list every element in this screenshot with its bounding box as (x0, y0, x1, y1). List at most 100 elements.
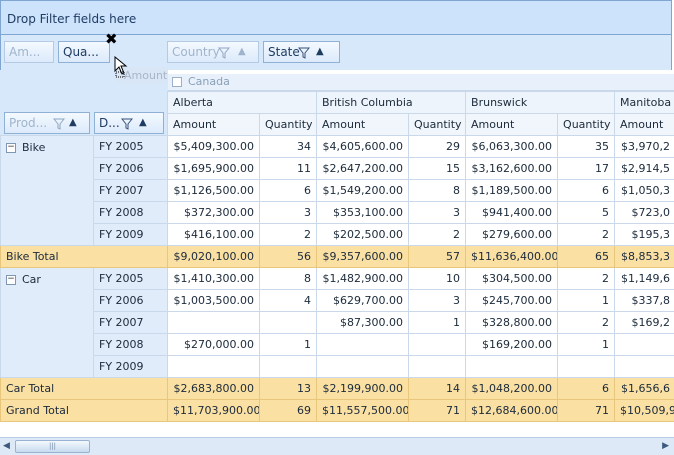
quantity-cell[interactable]: 29 (408, 135, 467, 158)
year-row-header[interactable]: FY 2006 (93, 289, 168, 312)
year-row-header[interactable]: FY 2005 (93, 135, 168, 158)
quantity-cell[interactable]: 69 (258, 399, 318, 422)
quantity-cell[interactable]: 1 (408, 311, 467, 334)
filter-icon[interactable] (52, 113, 66, 133)
scrollbar-thumb[interactable]: ||| (15, 440, 90, 453)
sort-ascending-icon[interactable]: ▲ (316, 46, 324, 57)
quantity-cell[interactable]: 6 (557, 377, 616, 400)
amount-cell[interactable]: $723,0 (614, 201, 674, 224)
quantity-cell[interactable]: 8 (258, 267, 318, 290)
year-row-header[interactable]: FY 2007 (93, 311, 168, 334)
quantity-cell[interactable]: 3 (258, 201, 318, 224)
quantity-cell[interactable]: 2 (557, 267, 616, 290)
year-row-header[interactable]: FY 2005 (93, 267, 168, 290)
region-header-alberta[interactable]: Alberta (166, 91, 318, 114)
amount-cell[interactable]: $416,100.00 (167, 223, 260, 246)
year-row-header[interactable]: FY 2009 (93, 355, 168, 378)
product-row-header[interactable]: − Bike (0, 135, 94, 246)
quantity-cell[interactable]: 8 (408, 179, 467, 202)
amount-cell[interactable]: $372,300.00 (167, 201, 260, 224)
amount-cell[interactable]: $9,020,100.00 (167, 245, 260, 268)
sort-ascending-icon[interactable]: ▲ (139, 117, 147, 128)
amount-cell[interactable]: $3,162,600.00 (465, 157, 559, 180)
scroll-right-icon[interactable]: ▶ (662, 441, 669, 451)
amount-cell[interactable]: $1,189,500.00 (465, 179, 559, 202)
quantity-cell[interactable] (258, 355, 318, 378)
year-row-header[interactable]: FY 2008 (93, 333, 168, 356)
quantity-cell[interactable]: 65 (557, 245, 616, 268)
sort-ascending-icon[interactable]: ▲ (69, 117, 77, 128)
date-field-button[interactable]: D... ▲ (94, 112, 164, 134)
amount-cell[interactable]: $941,400.00 (465, 201, 559, 224)
amount-cell[interactable]: $2,199,900.00 (316, 377, 410, 400)
amount-cell[interactable]: $1,695,900.00 (167, 157, 260, 180)
amount-cell[interactable]: $8,853,3 (614, 245, 674, 268)
amount-cell[interactable]: $2,647,200.00 (316, 157, 410, 180)
quantity-cell[interactable]: 6 (557, 179, 616, 202)
amount-cell[interactable]: $1,149,6 (614, 267, 674, 290)
region-header-british-columbia[interactable]: British Columbia (316, 91, 467, 114)
year-row-header[interactable]: FY 2007 (93, 179, 168, 202)
amount-cell[interactable]: $270,000.00 (167, 333, 260, 356)
amount-cell[interactable]: $10,509,9 (614, 399, 674, 422)
sort-ascending-icon[interactable]: ▲ (238, 46, 246, 57)
amount-cell[interactable]: $304,500.00 (465, 267, 559, 290)
quantity-cell[interactable]: 10 (408, 267, 467, 290)
quantity-cell[interactable] (408, 333, 467, 356)
quantity-cell[interactable]: 14 (408, 377, 467, 400)
amount-cell[interactable]: $4,605,600.00 (316, 135, 410, 158)
amount-cell[interactable]: $1,549,200.00 (316, 179, 410, 202)
amount-cell[interactable]: $195,3 (614, 223, 674, 246)
amount-cell[interactable]: $1,050,3 (614, 179, 674, 202)
quantity-cell[interactable]: 35 (557, 135, 616, 158)
amount-cell[interactable]: $1,410,300.00 (167, 267, 260, 290)
amount-cell[interactable]: $87,300.00 (316, 311, 410, 334)
quantity-cell[interactable]: 1 (557, 333, 616, 356)
amount-cell[interactable]: $11,557,500.00 (316, 399, 410, 422)
amount-cell[interactable]: $169,2 (614, 311, 674, 334)
region-header-manitoba[interactable]: Manitoba (614, 91, 674, 114)
amount-cell[interactable] (465, 355, 559, 378)
amount-cell[interactable]: $2,914,5 (614, 157, 674, 180)
quantity-cell[interactable]: 4 (258, 289, 318, 312)
amount-cell[interactable]: $5,409,300.00 (167, 135, 260, 158)
amount-cell[interactable]: $12,684,600.00 (465, 399, 559, 422)
amount-cell[interactable]: $337,8 (614, 289, 674, 312)
filter-drop-area[interactable]: Drop Filter fields here (0, 0, 672, 35)
amount-cell[interactable]: $169,200.00 (465, 333, 559, 356)
collapse-icon[interactable]: − (6, 274, 16, 285)
quantity-cell[interactable]: 71 (557, 399, 616, 422)
product-row-header[interactable]: − Car (0, 267, 94, 378)
year-row-header[interactable]: FY 2006 (93, 157, 168, 180)
amount-cell[interactable]: $3,970,2 (614, 135, 674, 158)
quantity-field-button[interactable]: Qua... (58, 41, 110, 63)
quantity-cell[interactable] (557, 355, 616, 378)
amount-cell[interactable]: $279,600.00 (465, 223, 559, 246)
amount-cell[interactable] (614, 355, 674, 378)
amount-cell[interactable]: $11,703,900.00 (167, 399, 260, 422)
quantity-cell[interactable]: 1 (258, 333, 318, 356)
quantity-cell[interactable] (408, 355, 467, 378)
filter-icon[interactable] (217, 42, 231, 62)
amount-cell[interactable]: $1,048,200.00 (465, 377, 559, 400)
quantity-cell[interactable]: 6 (258, 179, 318, 202)
country-header-canada[interactable]: Canada (168, 74, 674, 91)
country-field-button[interactable]: Country ▲ (167, 41, 259, 63)
quantity-cell[interactable]: 1 (557, 289, 616, 312)
amount-cell[interactable]: $629,700.00 (316, 289, 410, 312)
year-row-header[interactable]: FY 2008 (93, 201, 168, 224)
state-field-button[interactable]: State ▲ (263, 41, 340, 63)
horizontal-scrollbar[interactable]: ◀ ||| ▶ (0, 437, 674, 455)
filter-icon[interactable] (297, 42, 311, 62)
amount-cell[interactable]: $202,500.00 (316, 223, 410, 246)
amount-cell[interactable]: $2,683,800.00 (167, 377, 260, 400)
amount-cell[interactable] (316, 355, 410, 378)
quantity-cell[interactable]: 5 (557, 201, 616, 224)
amount-cell[interactable] (614, 333, 674, 356)
collapse-icon[interactable] (172, 77, 182, 87)
quantity-cell[interactable]: 13 (258, 377, 318, 400)
amount-field-button[interactable]: Am... (4, 41, 54, 63)
quantity-cell[interactable]: 11 (258, 157, 318, 180)
scroll-left-icon[interactable]: ◀ (3, 441, 10, 451)
amount-cell[interactable]: $1,482,900.00 (316, 267, 410, 290)
